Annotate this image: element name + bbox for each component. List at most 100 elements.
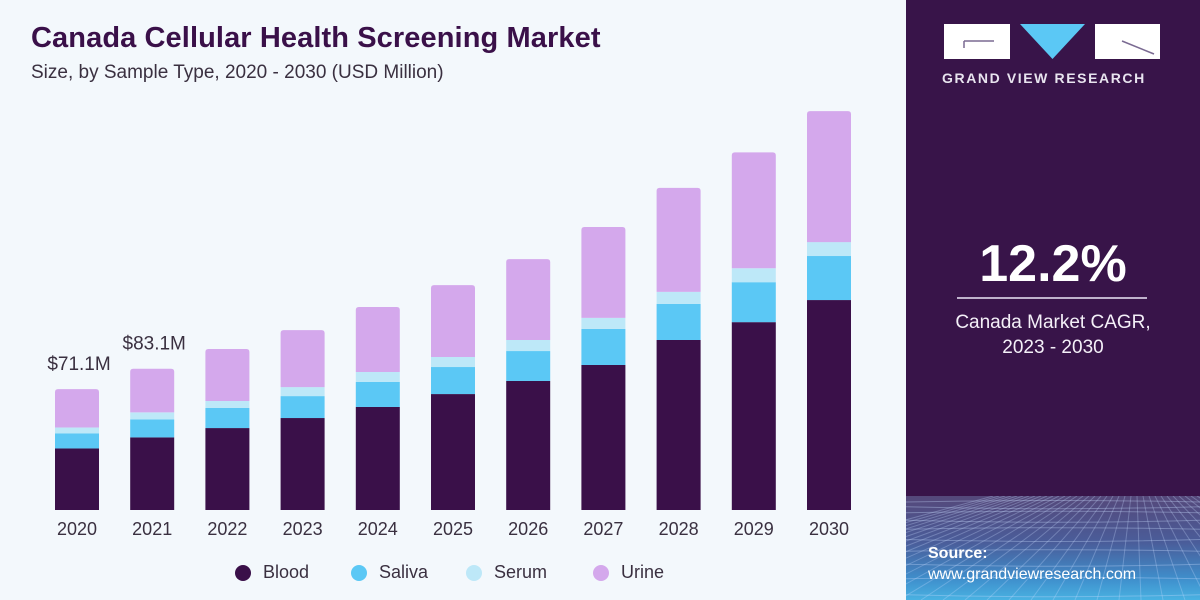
- gvr-logo-icon: [944, 24, 1160, 59]
- source-url[interactable]: www.grandviewresearch.com: [928, 566, 1137, 583]
- wireframe-grid-graphic: [906, 496, 1200, 600]
- grid-line: [906, 496, 1060, 575]
- grid-line: [906, 496, 1018, 534]
- legend-swatch-icon: [235, 564, 251, 581]
- legend-label: Saliva: [379, 562, 429, 582]
- bar-blood-2023: [280, 418, 325, 510]
- grid-line: [906, 496, 1048, 559]
- chart-area: Canada Cellular Health Screening Market …: [0, 22, 906, 586]
- bar-urine-2026: [506, 259, 551, 340]
- grid-line: [906, 506, 1200, 510]
- bar-saliva-2026: [506, 351, 551, 381]
- x-tick-label: 2024: [358, 519, 398, 539]
- bar-saliva-2029: [731, 282, 776, 323]
- bar-blood-2025: [431, 394, 475, 510]
- grid-line: [1008, 496, 1102, 600]
- bar-blood-2021: [130, 437, 175, 510]
- grid-line: [1052, 496, 1114, 600]
- bar-serum-2026: [506, 340, 551, 352]
- legend-item-urine: Urine: [593, 562, 664, 583]
- bar-saliva-2027: [581, 328, 626, 365]
- legend-swatch-icon: [351, 564, 367, 581]
- bar-urine-2022: [205, 349, 250, 402]
- grid-line: [964, 496, 1090, 600]
- grid-line: [906, 594, 1200, 598]
- legend-swatch-icon: [593, 564, 609, 581]
- bar-group-2022: [205, 349, 250, 510]
- legend-label: Serum: [494, 562, 548, 582]
- bar-serum-2025: [431, 357, 475, 368]
- x-tick-label: 2020: [57, 519, 97, 539]
- legend-item-serum: Serum: [466, 562, 547, 583]
- cagr-divider: [957, 297, 1147, 299]
- grid-line: [906, 576, 1200, 580]
- cagr-value: 12.2%: [979, 235, 1127, 293]
- grid-line: [1074, 496, 1120, 600]
- bar-blood-2027: [581, 364, 626, 510]
- bar-blood-2020: [55, 448, 99, 510]
- legend-label: Blood: [263, 562, 310, 582]
- grid-line: [906, 496, 1036, 547]
- grid-line: [1166, 496, 1200, 538]
- legend-swatch-icon: [466, 564, 482, 581]
- bar-saliva-2028: [656, 303, 701, 340]
- bar-blood-2026: [506, 380, 551, 510]
- bar-urine-2020: [55, 389, 99, 428]
- legend-item-saliva: Saliva: [351, 562, 428, 583]
- info-panel: GRAND VIEW RESEARCH 12.2% Canada Market …: [906, 0, 1200, 600]
- bar-saliva-2023: [280, 396, 325, 419]
- grid-line: [1154, 496, 1200, 588]
- bar-saliva-2025: [431, 367, 475, 395]
- grid-line: [1184, 496, 1200, 509]
- x-tick-label: 2023: [283, 519, 323, 539]
- bar-blood-2022: [205, 428, 250, 510]
- bar-urine-2023: [280, 330, 325, 388]
- data-label-2020: $71.1M: [47, 354, 110, 375]
- bar-blood-2030: [807, 300, 851, 510]
- bar-urine-2028: [656, 187, 701, 292]
- legend-label: Urine: [621, 562, 665, 582]
- grid-line: [1148, 496, 1186, 600]
- grid-line: [1118, 496, 1132, 600]
- bar-group-2029: [731, 152, 776, 510]
- grid-line: [1178, 496, 1200, 516]
- grid-line: [906, 519, 1200, 523]
- bar-urine-2025: [431, 285, 475, 357]
- grid-line: [906, 500, 1200, 503]
- bar-serum-2030: [807, 242, 851, 257]
- bar-serum-2021: [130, 412, 175, 420]
- grid-line: [906, 496, 1066, 585]
- bar-blood-2029: [731, 322, 776, 510]
- bar-blood-2024: [355, 406, 400, 510]
- source-title: Source:: [928, 545, 988, 562]
- cagr-label-line1: Canada Market CAGR,: [955, 312, 1151, 333]
- x-tick-label: 2022: [207, 519, 247, 539]
- grid-line: [906, 496, 1042, 553]
- chart-legend: Blood Saliva Serum Urine: [0, 562, 906, 586]
- grid-line: [906, 496, 1000, 524]
- grid-line: [906, 496, 1012, 530]
- grid-line: [906, 549, 1200, 552]
- bar-group-2023: [280, 330, 325, 510]
- grid-line: [1136, 496, 1142, 600]
- bar-urine-2030: [807, 111, 851, 243]
- chart-title: Canada Cellular Health Screening Market: [31, 22, 601, 54]
- bar-serum-2020: [55, 427, 99, 434]
- x-tick-label: 2021: [132, 519, 172, 539]
- grid-line: [906, 527, 1200, 530]
- bar-group-2030: [807, 111, 851, 510]
- bar-group-2026: [506, 259, 551, 510]
- grid-line: [906, 563, 1200, 567]
- bar-serum-2023: [280, 387, 325, 397]
- grid-line: [942, 496, 1084, 600]
- grid-line: [1142, 496, 1164, 600]
- grid-line: [906, 496, 1072, 597]
- bar-group-2020: [55, 389, 99, 510]
- bar-saliva-2021: [130, 419, 175, 438]
- grid-line: [906, 510, 1200, 514]
- grid-line: [1030, 496, 1108, 600]
- grid-line: [986, 496, 1096, 600]
- grid-line: [906, 496, 1054, 567]
- bar-saliva-2030: [807, 256, 851, 301]
- x-tick-label: 2029: [734, 519, 774, 539]
